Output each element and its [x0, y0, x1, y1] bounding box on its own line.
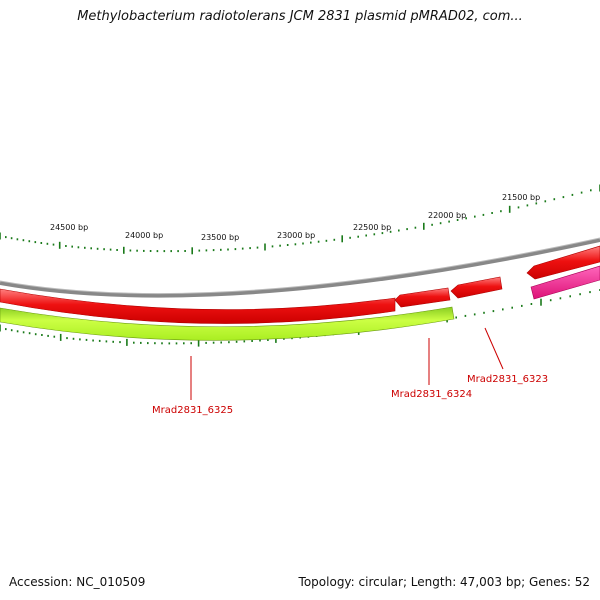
- outer-tick-ring: [0, 184, 600, 255]
- gene-label-mrad2831-6323[interactable]: Mrad2831_6323: [467, 374, 548, 385]
- summary-text: Topology: circular; Length: 47,003 bp; G…: [298, 575, 590, 589]
- plasmid-backbone: [0, 238, 600, 298]
- ruler-label: 22000 bp: [428, 211, 466, 220]
- ruler-label: 24000 bp: [125, 231, 163, 240]
- leader-line-6323: [484, 327, 504, 370]
- ruler-label: 24500 bp: [50, 223, 88, 232]
- accession-text: Accession: NC_010509: [9, 575, 146, 589]
- ruler-label: 21500 bp: [502, 193, 540, 202]
- gene-label-mrad2831-6325[interactable]: Mrad2831_6325: [152, 405, 233, 416]
- gene-arrow-mrad2831-6324[interactable]: [394, 287, 451, 308]
- gene-arrow-mrad2831-6325[interactable]: [0, 288, 396, 324]
- map-title: Methylobacterium radiotolerans JCM 2831 …: [77, 9, 523, 24]
- gene-band-reverse[interactable]: [0, 306, 455, 341]
- gene-arrow-right-red[interactable]: [526, 245, 600, 280]
- gene-arrow-mrad2831-6323[interactable]: [450, 276, 503, 299]
- ruler-labels: 24500 bp 24000 bp 23500 bp 23000 bp 2250…: [50, 193, 540, 242]
- plasmid-backbone-highlight: [0, 237, 600, 295]
- ruler-label: 23000 bp: [277, 231, 315, 240]
- ruler-label: 23500 bp: [201, 233, 239, 242]
- ruler-label: 22500 bp: [353, 223, 391, 232]
- gene-arrow-right-pink[interactable]: [530, 265, 600, 300]
- gene-label-mrad2831-6324[interactable]: Mrad2831_6324: [391, 389, 472, 400]
